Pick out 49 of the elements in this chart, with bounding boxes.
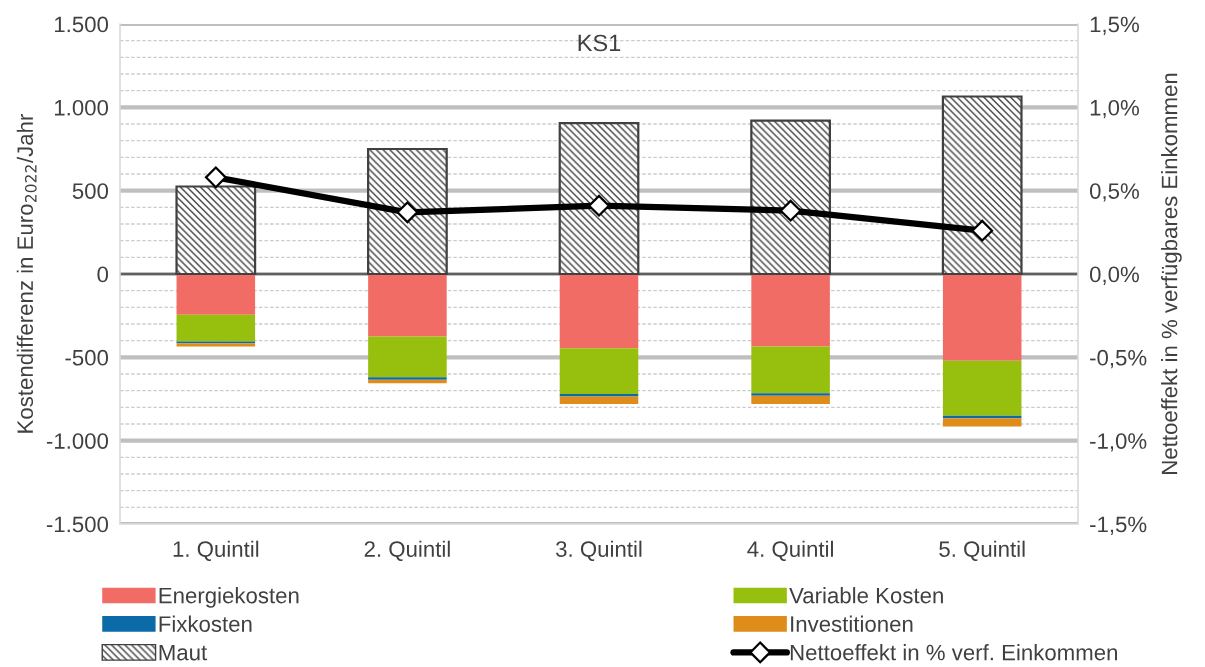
bar	[368, 377, 447, 380]
bar	[176, 314, 256, 342]
bar	[368, 379, 447, 384]
y2-tick-label: -1,5%	[1090, 516, 1147, 535]
legend-label: Energiekosten	[159, 587, 299, 608]
legend-label: Fixkosten	[159, 615, 252, 632]
bar	[368, 336, 447, 378]
bar	[942, 274, 1022, 361]
y-axis-title: Kostendifferenz in Euro$_{2022}$/Jahr	[16, 114, 37, 433]
y-tick-label: 500	[72, 183, 109, 199]
bar	[368, 274, 447, 337]
x-tick-label: 4. Quintil	[747, 540, 833, 561]
y2-tick-label: 1,0%	[1090, 99, 1139, 119]
y2-tick-label: 1,5%	[1090, 16, 1139, 35]
y-tick-label: 0	[97, 266, 109, 283]
legend-label: Investitionen	[791, 615, 913, 632]
y-tick-label: -500	[65, 349, 109, 366]
bar	[942, 418, 1022, 427]
x-tick-label: 3. Quintil	[556, 540, 642, 561]
point	[588, 194, 610, 217]
legend-label: Maut	[159, 644, 208, 661]
bar	[559, 274, 639, 349]
y2-tick-label: -0,5%	[1090, 349, 1147, 369]
bar	[559, 396, 639, 404]
legend-label: Variable Kosten	[789, 587, 943, 604]
bar	[751, 274, 830, 347]
y2-tick-label: -1,0%	[1090, 433, 1147, 452]
point	[204, 166, 227, 189]
y-tick-label: 1.500	[55, 16, 109, 33]
bar	[751, 393, 830, 396]
y2-tick-label: 0,0%	[1089, 266, 1139, 285]
x-tick-label: 2. Quintil	[364, 540, 450, 561]
y-tick-label: 1.000	[55, 99, 109, 116]
point	[396, 201, 419, 224]
point	[779, 199, 802, 222]
y-tick-label: -1.500	[46, 516, 109, 533]
x-tick-label: 5. Quintil	[939, 540, 1025, 561]
bar	[176, 274, 256, 315]
bar	[751, 395, 830, 404]
legend-label: Nettoeffekt in % verf. Einkommen	[790, 644, 1117, 661]
bar	[559, 348, 639, 394]
bar	[751, 346, 830, 394]
chart-title: KS1	[578, 34, 621, 52]
bar	[942, 360, 1022, 416]
y2-axis-title: Nettoeffekt in % verfügbares Einkommen	[1161, 73, 1182, 474]
point	[971, 219, 994, 242]
y2-tick-label: 0,5%	[1089, 183, 1139, 202]
x-tick-label: 1. Quintil	[173, 540, 259, 561]
y-tick-label: -1.000	[46, 433, 109, 449]
